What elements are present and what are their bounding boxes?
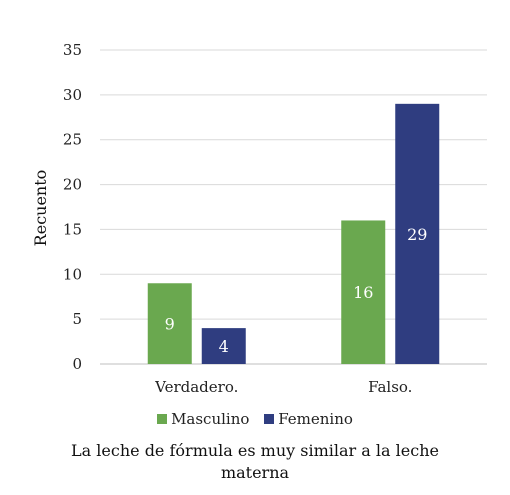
y-tick-labels: 0 5 10 15 20 25 30 35 — [63, 41, 82, 373]
y-tick-label: 25 — [63, 131, 82, 149]
data-labels: 9 4 16 29 — [165, 225, 428, 356]
category-label: Falso. — [368, 378, 412, 396]
bar-femenino-1 — [395, 103, 440, 364]
data-label: 16 — [353, 283, 373, 302]
data-label: 29 — [407, 225, 427, 244]
data-label: 4 — [219, 337, 229, 356]
bar-masculino-0 — [147, 283, 192, 364]
bar-masculino-1 — [341, 220, 386, 364]
category-label: Verdadero. — [154, 378, 238, 396]
legend: Masculino Femenino — [0, 410, 510, 428]
bar-chart: 0 5 10 15 20 25 30 35 9 4 16 29 Verdadero. Falso. R… — [31, 41, 487, 396]
y-tick-label: 0 — [72, 355, 82, 373]
y-axis-label: Recuento — [31, 170, 50, 247]
x-axis-title: La leche de fórmula es muy similar a la … — [71, 441, 439, 482]
y-tick-label: 5 — [72, 310, 82, 328]
y-tick-label: 30 — [63, 86, 82, 104]
bar-femenino-0 — [201, 328, 246, 364]
data-label: 9 — [165, 315, 175, 334]
legend-swatch-masculino — [157, 414, 168, 424]
legend-swatch-femenino — [264, 414, 275, 424]
y-tick-label: 15 — [63, 220, 82, 238]
y-tick-label: 35 — [63, 41, 82, 59]
legend-label-masculino: Masculino — [171, 410, 250, 428]
bars — [147, 103, 440, 364]
category-labels: Verdadero. Falso. — [154, 378, 412, 396]
y-tick-label: 10 — [63, 265, 82, 283]
legend-label-femenino: Femenino — [278, 410, 353, 428]
legend-item-femenino: Femenino — [264, 410, 353, 428]
legend-item-masculino: Masculino — [157, 410, 249, 428]
y-tick-label: 20 — [63, 176, 82, 194]
